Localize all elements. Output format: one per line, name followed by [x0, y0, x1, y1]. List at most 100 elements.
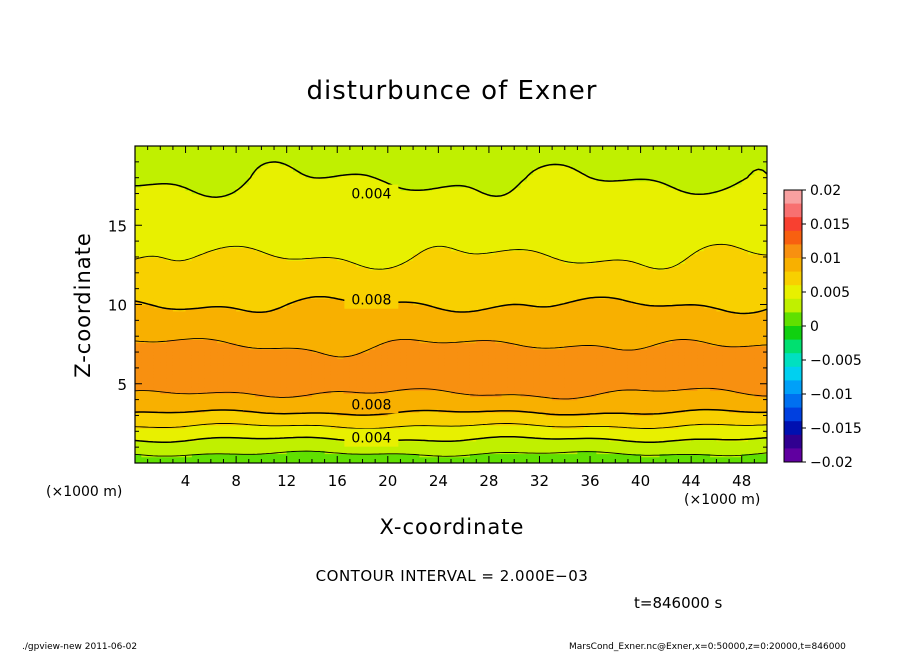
field-cell	[387, 333, 395, 337]
field-cell	[185, 244, 193, 249]
field-cell	[248, 212, 256, 217]
field-cell	[394, 377, 402, 382]
field-cell	[381, 171, 389, 176]
field-cell	[305, 434, 313, 439]
field-cell	[217, 196, 225, 201]
field-cell	[153, 231, 161, 236]
field-cell	[229, 304, 237, 309]
field-cell	[172, 301, 180, 306]
field-cell	[223, 171, 231, 176]
field-cell	[191, 314, 199, 318]
field-cell	[337, 231, 345, 236]
field-cell	[305, 275, 313, 280]
field-cell	[153, 361, 161, 366]
field-cell	[324, 215, 332, 220]
field-cell	[135, 165, 142, 169]
field-cell	[179, 336, 187, 340]
field-cell	[153, 168, 161, 172]
field-cell	[274, 386, 281, 391]
field-cell	[274, 231, 281, 236]
field-cell	[318, 323, 326, 328]
field-cell	[400, 155, 408, 160]
field-cell	[368, 307, 376, 312]
field-cell	[153, 222, 161, 226]
field-cell	[267, 396, 275, 401]
field-cell	[318, 428, 326, 432]
field-cell	[311, 453, 319, 458]
field-cell	[274, 190, 281, 195]
field-cell	[406, 459, 414, 463]
field-cell	[204, 203, 212, 207]
field-cell	[330, 149, 338, 153]
field-cell	[236, 193, 244, 198]
field-cell	[135, 323, 142, 328]
field-cell	[318, 288, 326, 293]
field-cell	[267, 196, 275, 201]
field-cell	[280, 253, 288, 258]
field-cell	[432, 291, 439, 296]
field-cell	[349, 450, 357, 455]
field-cell	[324, 171, 332, 176]
field-cell	[337, 250, 345, 255]
field-cell	[204, 310, 212, 315]
field-cell	[413, 190, 420, 195]
field-cell	[261, 174, 269, 179]
field-cell	[337, 288, 345, 293]
field-cell	[286, 269, 294, 274]
field-cell	[141, 329, 149, 334]
field-cell	[438, 348, 446, 353]
field-cell	[223, 358, 231, 363]
field-cell	[311, 241, 319, 245]
field-cell	[248, 355, 256, 359]
field-cell	[229, 390, 237, 394]
field-cell	[400, 206, 408, 210]
field-cell	[432, 393, 439, 398]
field-cell	[204, 177, 212, 182]
field-cell	[330, 187, 338, 191]
field-cell	[400, 279, 408, 283]
field-cell	[368, 161, 376, 166]
field-cell	[229, 453, 237, 458]
field-cell	[400, 177, 408, 182]
field-cell	[248, 184, 256, 188]
field-cell	[324, 323, 332, 328]
field-cell	[179, 168, 187, 172]
field-cell	[438, 437, 446, 442]
field-cell	[255, 285, 262, 290]
field-cell	[147, 146, 155, 150]
field-cell	[242, 405, 250, 410]
field-cell	[406, 358, 414, 363]
field-cell	[210, 345, 218, 350]
field-cell	[299, 390, 307, 394]
field-cell	[337, 329, 345, 334]
field-cell	[242, 317, 250, 321]
field-cell	[324, 180, 332, 185]
field-cell	[179, 269, 187, 274]
field-cell	[248, 412, 256, 417]
field-cell	[400, 275, 408, 280]
field-cell	[210, 339, 218, 344]
field-cell	[261, 434, 269, 439]
field-cell	[242, 415, 250, 420]
field-cell	[438, 317, 446, 321]
field-cell	[147, 285, 155, 290]
field-cell	[280, 440, 288, 445]
field-cell	[400, 336, 408, 340]
field-cell	[172, 440, 180, 445]
field-cell	[394, 247, 402, 252]
field-cell	[394, 333, 402, 337]
field-cell	[274, 443, 281, 448]
field-cell	[261, 155, 269, 160]
field-cell	[274, 437, 281, 442]
field-cell	[204, 424, 212, 429]
field-cell	[242, 374, 250, 379]
field-cell	[394, 345, 402, 350]
field-cell	[438, 371, 446, 375]
field-cell	[261, 266, 269, 271]
field-cell	[191, 275, 199, 280]
field-cell	[432, 279, 439, 283]
field-cell	[147, 345, 155, 350]
field-cell	[223, 437, 231, 442]
field-cell	[286, 180, 294, 185]
field-cell	[141, 367, 149, 372]
